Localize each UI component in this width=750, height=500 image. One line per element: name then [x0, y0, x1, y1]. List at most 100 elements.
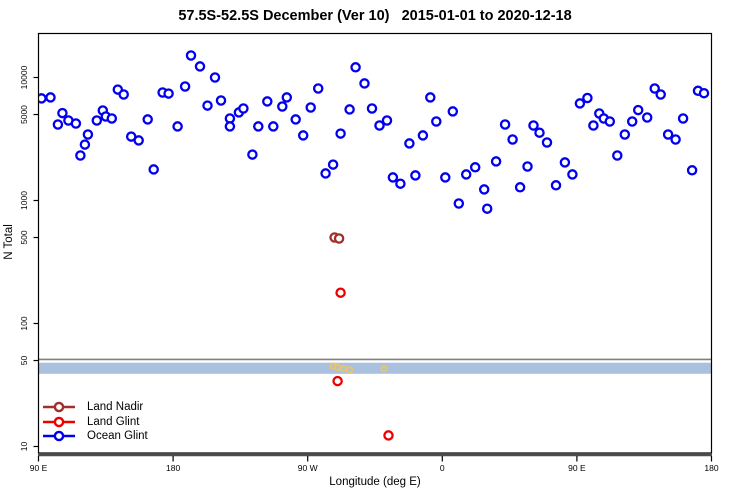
ocean-glint-point: [179, 81, 191, 92]
ocean-glint-point: [507, 134, 518, 145]
ocean-glint-point: [118, 89, 129, 100]
x-tick-label: 90 E: [568, 463, 586, 473]
ocean-glint-point: [281, 92, 293, 103]
ocean-glint-point: [202, 100, 213, 111]
legend-item-ocean-glint: Ocean Glint: [42, 429, 148, 444]
band-mark: [339, 364, 348, 373]
ocean-glint-point: [460, 169, 472, 180]
y-axis-title: N Total: [3, 224, 15, 260]
land-nadir-symbol-icon: [43, 401, 75, 413]
ocean-glint-point: [82, 129, 94, 140]
land-glint-symbol-icon: [43, 416, 75, 428]
land-glint-point: [332, 375, 343, 387]
ocean-glint-point: [481, 203, 493, 214]
ocean-glint-point: [172, 121, 183, 132]
ocean-glint-point: [514, 182, 526, 193]
ocean-glint-point: [148, 164, 159, 175]
x-axis-title: Longitude (deg E): [329, 476, 421, 488]
ocean-glint-point: [574, 98, 586, 109]
y-tick-label: 5000: [19, 105, 29, 124]
ocean-glint-point: [670, 134, 681, 145]
ocean-glint-point: [387, 172, 399, 183]
ocean-glint-point: [75, 150, 86, 161]
legend-item-land-nadir: Land Nadir: [42, 400, 148, 415]
ocean-glint-point: [247, 149, 258, 160]
ocean-glint-point: [662, 129, 674, 140]
land-glint-point: [383, 430, 394, 441]
ocean-glint-point: [469, 162, 481, 173]
y-tick-label: 10: [19, 442, 29, 452]
ocean-glint-point: [91, 115, 103, 126]
ocean-glint-point: [567, 169, 578, 180]
ocean-glint-point: [224, 121, 236, 132]
ocean-glint-point: [499, 119, 511, 130]
ocean-glint-point: [677, 113, 689, 124]
ocean-glint-point: [626, 116, 638, 127]
ocean-glint-point: [70, 118, 82, 129]
band-mark: [380, 364, 388, 373]
ocean-glint-symbol-icon: [43, 431, 75, 442]
ocean-glint-point: [478, 184, 490, 195]
ocean-glint-point: [327, 159, 339, 170]
ocean-glint-point: [649, 83, 660, 94]
ocean-glint-point: [417, 130, 429, 141]
ocean-glint-point: [209, 72, 221, 83]
land-glint-point: [335, 287, 346, 298]
ocean-glint-point: [52, 119, 64, 130]
ocean-glint-point: [133, 135, 144, 146]
ocean-glint-point: [312, 83, 324, 94]
x-tick-label: 180: [166, 463, 180, 473]
ocean-glint-point: [320, 168, 331, 179]
ocean-glint-point: [447, 106, 459, 117]
band-mark: [345, 366, 354, 374]
ocean-glint-point: [612, 150, 623, 161]
ocean-glint-point: [253, 121, 264, 132]
ocean-glint-point: [297, 130, 309, 141]
ocean-glint-point: [632, 104, 644, 116]
ocean-glint-point: [142, 114, 153, 125]
legend-label-land-nadir: Land Nadir: [87, 401, 144, 414]
ocean-glint-point: [277, 101, 288, 112]
ocean-glint-point: [528, 120, 539, 131]
ocean-glint-point: [404, 138, 415, 149]
y-tick-label: 1000: [19, 191, 29, 210]
plot-border: [37, 32, 713, 454]
ocean-glint-point: [238, 103, 249, 114]
ocean-glint-point: [185, 50, 197, 61]
x-tick-label: 180: [704, 463, 718, 473]
y-tick-label: 50: [19, 356, 29, 366]
ocean-glint-point: [541, 137, 553, 148]
ocean-glint-point: [350, 62, 361, 73]
ocean-glint-point: [410, 170, 421, 181]
plot-title: 57.5S-52.5S December (Ver 10) 2015-01-01…: [178, 8, 572, 24]
ocean-glint-point: [45, 92, 56, 103]
legend-label-ocean-glint: Ocean Glint: [87, 430, 148, 443]
ocean-glint-point: [395, 178, 406, 189]
ocean-glint-point: [305, 102, 316, 113]
ocean-glint-point: [290, 114, 301, 125]
ocean-glint-point: [604, 116, 616, 127]
legend: Land Nadir Land Glint Ocean Glint: [42, 400, 148, 444]
ocean-glint-point: [490, 156, 502, 167]
ocean-glint-point: [344, 104, 355, 115]
ocean-glint-point: [559, 157, 571, 168]
y-tick-label: 100: [19, 316, 29, 330]
legend-label-land-glint: Land Glint: [87, 415, 140, 428]
ocean-glint-point: [215, 95, 227, 106]
ocean-glint-point: [262, 96, 273, 107]
ocean-glint-point: [381, 115, 393, 126]
ocean-glint-point: [655, 89, 666, 100]
ocean-glint-point: [619, 129, 631, 140]
ocean-glint-point: [268, 121, 279, 132]
ocean-glint-point: [534, 127, 545, 138]
ocean-glint-point: [57, 107, 68, 119]
ocean-glint-point: [582, 92, 593, 104]
ocean-glint-point: [335, 128, 346, 139]
ocean-glint-point: [106, 113, 118, 124]
legend-item-land-glint: Land Glint: [42, 415, 148, 430]
shaded-band: [38, 362, 712, 374]
ocean-glint-point: [698, 87, 710, 99]
ocean-glint-point: [359, 78, 370, 89]
